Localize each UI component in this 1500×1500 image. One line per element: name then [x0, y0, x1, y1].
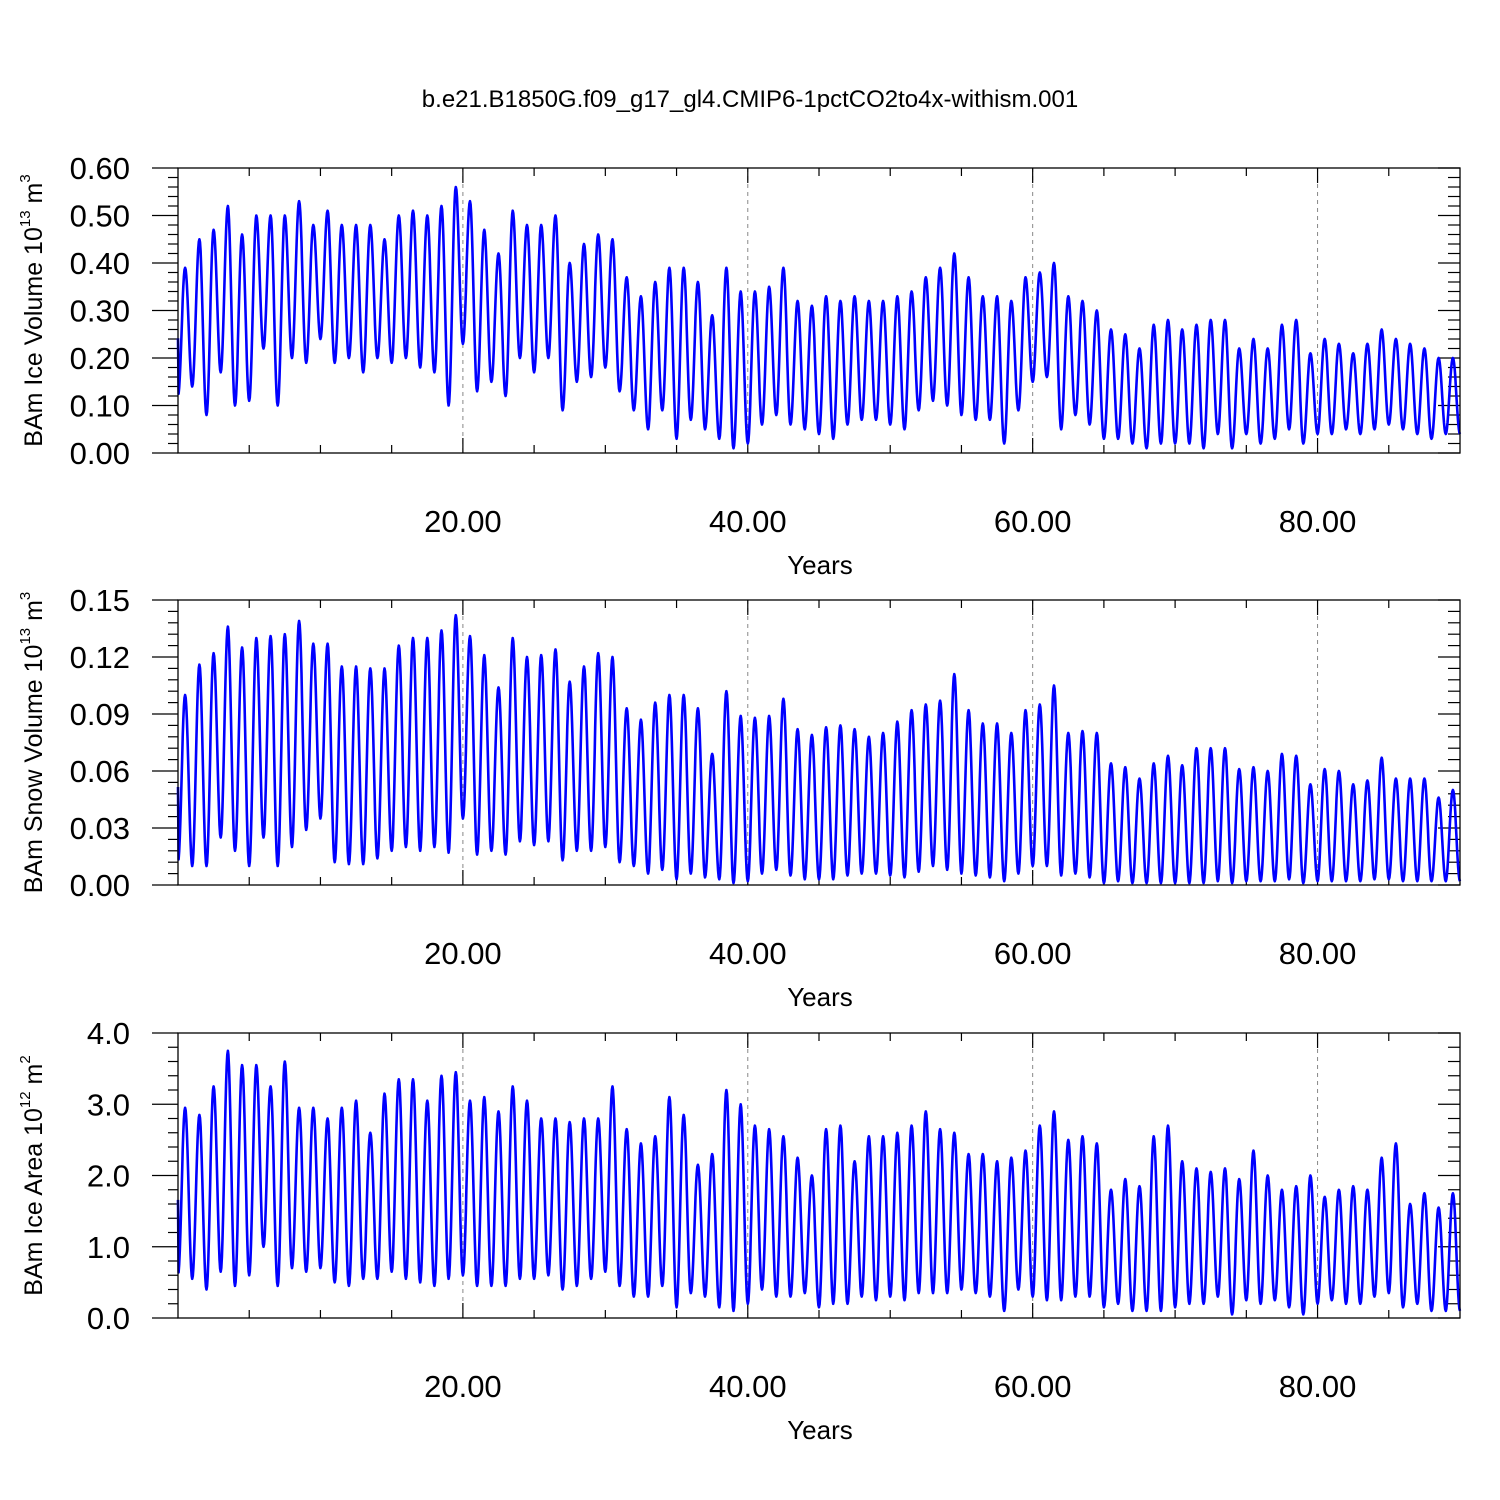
xtick-label: 20.00 [424, 936, 502, 971]
plot-frame [177, 1032, 1461, 1319]
ytick-label: 3.0 [87, 1087, 130, 1122]
ytick-label: 0.06 [70, 754, 130, 789]
chart-title: b.e21.B1850G.f09_g17_gl4.CMIP6-1pctCO2to… [422, 86, 1078, 113]
y-axis-label-part: BAm Ice Volume 10 [20, 227, 48, 447]
y-axis-label-part: 3 [17, 174, 34, 182]
ytick-label: 0.20 [70, 341, 130, 376]
panel-3: 0.0 1.0 2.0 3.0 4.0 20.00 40.00 60.00 80.00 Years… [17, 1016, 1462, 1445]
ytick-label: 4.0 [87, 1016, 130, 1051]
y-axis-label-part: BAm Ice Area 10 [20, 1108, 48, 1296]
xtick-label: 80.00 [1279, 1369, 1357, 1404]
y-axis-label-part: 3 [17, 592, 34, 600]
y-axis-label-part: m [20, 183, 48, 211]
x-axis-label: Years [787, 1415, 853, 1445]
xtick-label: 60.00 [994, 936, 1072, 971]
y-axis-label-part: 2 [17, 1055, 34, 1063]
xtick-label: 20.00 [424, 1369, 502, 1404]
y-axis-label: BAm Snow Volume 1013 m3 [17, 592, 48, 894]
series-line [176, 1049, 1462, 1316]
ytick-label: 0.12 [70, 640, 130, 675]
y-axis-label-part: BAm Snow Volume 10 [20, 645, 48, 894]
y-axis-label: BAm Ice Area 1012 m2 [17, 1055, 48, 1295]
x-axis-label: Years [787, 982, 853, 1012]
plot-frame [177, 167, 1461, 454]
panel-2: 0.00 0.03 0.06 0.09 0.12 0.15 20.00 40.00 60.00 8… [17, 583, 1462, 1012]
series-line [176, 185, 1462, 450]
ytick-label: 0.03 [70, 811, 130, 846]
ytick-label: 0.00 [70, 868, 130, 903]
ytick-label: 0.30 [70, 294, 130, 329]
ytick-label: 0.10 [70, 389, 130, 424]
ytick-label: 0.60 [70, 151, 130, 186]
x-axis-label: Years [787, 550, 853, 580]
xtick-label: 40.00 [709, 504, 787, 539]
xtick-label: 80.00 [1279, 504, 1357, 539]
plot-frame [177, 599, 1461, 886]
xtick-label: 60.00 [994, 1369, 1072, 1404]
xtick-label: 80.00 [1279, 936, 1357, 971]
y-axis-label-part: 13 [17, 628, 34, 645]
xtick-label: 20.00 [424, 504, 502, 539]
y-axis-label-part: m [20, 1064, 48, 1092]
ytick-label: 0.40 [70, 246, 130, 281]
ytick-label: 0.15 [70, 583, 130, 618]
panel-1: 0.00 0.10 0.20 0.30 0.40 0.50 0.60 20.00 40.00 60… [17, 151, 1462, 580]
ytick-label: 0.09 [70, 697, 130, 732]
y-axis-label-part: 13 [17, 210, 34, 227]
xtick-label: 60.00 [994, 504, 1072, 539]
y-axis-label-part: m [20, 600, 48, 628]
ytick-label: 0.50 [70, 199, 130, 234]
y-axis-label: BAm Ice Volume 1013 m3 [17, 174, 48, 446]
xtick-label: 40.00 [709, 936, 787, 971]
series-line [176, 613, 1462, 885]
ytick-label: 0.0 [87, 1301, 130, 1336]
xtick-label: 40.00 [709, 1369, 787, 1404]
y-axis-label-part: 12 [17, 1091, 34, 1108]
ytick-label: 2.0 [87, 1159, 130, 1194]
ytick-label: 0.00 [70, 436, 130, 471]
ytick-label: 1.0 [87, 1230, 130, 1265]
